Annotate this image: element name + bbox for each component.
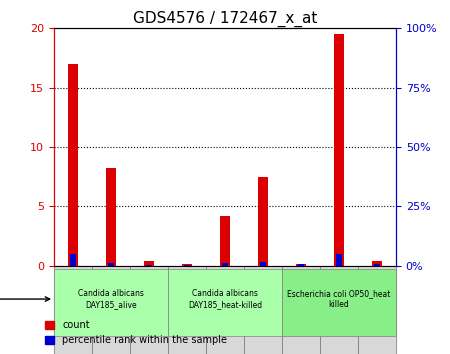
Bar: [334, 34, 344, 266]
Bar: [92, 266, 130, 354]
Legend: count, percentile rank within the sample: count, percentile rank within the sample: [41, 316, 231, 349]
Bar: [337, 254, 342, 266]
Bar: [222, 263, 228, 266]
Bar: [374, 264, 380, 266]
Bar: [130, 266, 168, 354]
Bar: [358, 266, 396, 354]
Bar: [206, 266, 244, 354]
Bar: [130, 266, 168, 354]
Bar: [296, 264, 306, 266]
Title: GDS4576 / 172467_x_at: GDS4576 / 172467_x_at: [133, 11, 317, 27]
Bar: [144, 261, 154, 266]
Text: Candida albicans
DAY185_heat-killed: Candida albicans DAY185_heat-killed: [188, 289, 262, 309]
Bar: [108, 263, 113, 266]
Bar: [206, 266, 244, 354]
Bar: [244, 266, 282, 354]
Bar: [168, 266, 206, 354]
Bar: [244, 266, 282, 354]
Bar: [220, 216, 230, 266]
Text: infection: infection: [0, 294, 50, 304]
Bar: [92, 266, 130, 354]
Text: Candida albicans
DAY185_alive: Candida albicans DAY185_alive: [78, 289, 144, 309]
Bar: [320, 266, 358, 354]
Bar: [320, 266, 358, 354]
Bar: [54, 266, 92, 354]
Bar: [54, 266, 92, 354]
Bar: [372, 261, 382, 266]
Bar: [68, 64, 78, 266]
Bar: [298, 264, 304, 266]
Bar: [146, 265, 152, 266]
Bar: [106, 169, 116, 266]
Bar: [282, 266, 320, 354]
Bar: [358, 266, 396, 354]
Bar: [54, 269, 168, 336]
Bar: [282, 269, 396, 336]
Bar: [182, 264, 192, 266]
Bar: [168, 266, 206, 354]
Text: Escherichia coli OP50_heat
killed: Escherichia coli OP50_heat killed: [287, 289, 391, 309]
Bar: [261, 262, 265, 266]
Bar: [168, 269, 282, 336]
Bar: [282, 266, 320, 354]
Bar: [258, 177, 268, 266]
Bar: [70, 254, 76, 266]
